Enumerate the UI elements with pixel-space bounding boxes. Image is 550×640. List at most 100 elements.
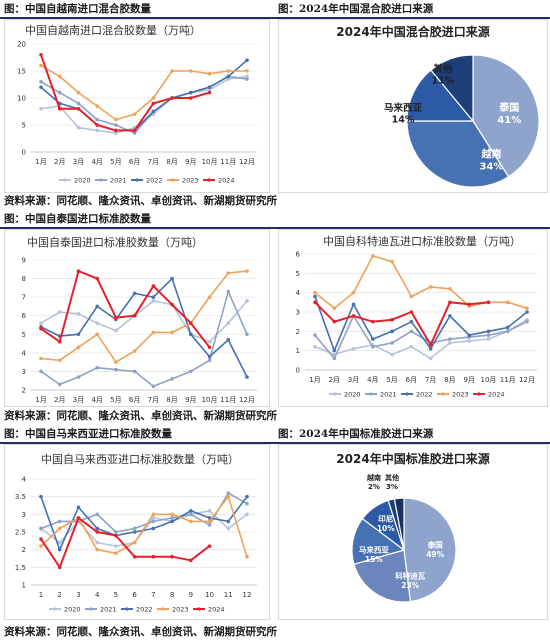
- chart-title: 中国自科特迪瓦进口标准胶数量（万吨）: [323, 234, 521, 248]
- pie-label-0: 泰国: [498, 101, 519, 114]
- header-left-3: 图：中国自马来西亚进口标准胶数量: [4, 428, 172, 440]
- data-point-2022: [409, 319, 414, 324]
- y-tick-label: 3: [22, 368, 26, 376]
- data-point-2024: [189, 96, 193, 100]
- data-point-2021: [132, 369, 137, 374]
- data-point-2020: [95, 540, 99, 545]
- data-point-2023: [170, 69, 174, 73]
- data-point-2024: [57, 107, 62, 111]
- data-point-2024: [409, 310, 414, 314]
- data-point-2023: [226, 271, 231, 275]
- x-tick-label: 3月: [73, 396, 84, 404]
- data-point-2021: [39, 80, 43, 84]
- legend-marker-2024: [477, 392, 481, 396]
- x-tick-label: 10月: [202, 396, 218, 404]
- data-point-2022: [189, 332, 193, 337]
- data-point-2024: [170, 96, 174, 100]
- data-point-2020: [114, 131, 118, 135]
- data-point-2022: [132, 291, 137, 296]
- data-point-2021: [57, 519, 62, 524]
- series-line-2024: [40, 54, 210, 132]
- data-point-2021: [151, 519, 156, 524]
- data-point-2023: [114, 551, 118, 555]
- data-point-2021: [39, 526, 43, 531]
- data-point-2022: [39, 494, 43, 499]
- data-point-2021: [409, 329, 414, 334]
- x-tick-label: 2月: [54, 396, 65, 404]
- y-tick-label: 1: [22, 582, 26, 590]
- legend-marker-2022: [135, 178, 139, 182]
- data-point-2023: [95, 547, 99, 552]
- data-point-2023: [170, 330, 174, 335]
- data-point-2021: [76, 101, 81, 106]
- data-point-2022: [189, 509, 193, 513]
- data-point-2023: [390, 259, 394, 264]
- chart-title: 中国自马来西亚进口标准胶数量（万吨）: [41, 452, 239, 466]
- legend-label-2022: 2022: [416, 391, 433, 399]
- legend-marker-2022: [125, 607, 129, 611]
- chart-panel-thailand-std: 中国自泰国进口标准胶数量（万吨） 2 3 4 5 6 7 8 9 1月 2月 3月 4月 5月 6月 7月 8月…: [4, 229, 270, 407]
- x-tick-label: 8月: [166, 396, 177, 404]
- pie-value-3: 11%: [432, 76, 455, 87]
- source-note-3: 资料来源：同花顺、隆众资讯、卓创资讯、新湖期货研究所: [4, 626, 277, 638]
- data-point-2020: [448, 341, 452, 345]
- source-note-1: 资料来源：同花顺、隆众资讯、卓创资讯、新湖期货研究所: [4, 195, 277, 207]
- data-point-2022: [207, 354, 212, 359]
- data-point-2021: [114, 123, 118, 127]
- y-tick-label: 0: [22, 149, 26, 157]
- data-point-2021: [207, 358, 212, 363]
- x-tick-label: 6: [132, 591, 137, 599]
- y-tick-label: 3: [22, 511, 26, 519]
- data-point-2020: [486, 337, 491, 341]
- x-tick-label: 4月: [91, 396, 102, 404]
- x-tick-label: 4月: [367, 376, 378, 384]
- data-point-2021: [57, 382, 62, 387]
- legend-label-2023: 2023: [182, 177, 199, 185]
- x-tick-label: 5月: [386, 376, 397, 384]
- data-point-2023: [207, 71, 212, 76]
- x-tick-label: 7月: [425, 376, 436, 384]
- data-point-2021: [448, 337, 452, 341]
- data-point-2024: [486, 300, 491, 305]
- data-point-2023: [245, 69, 249, 73]
- x-tick-label: 1月: [35, 396, 46, 404]
- series-line-2021: [40, 75, 248, 134]
- series-line-2022: [40, 496, 248, 551]
- legend-label-2022: 2022: [146, 177, 163, 185]
- pie-value-4: 2%: [368, 483, 380, 491]
- data-point-2021: [170, 377, 174, 381]
- legend-label-2020: 2020: [74, 177, 91, 185]
- data-point-2021: [390, 341, 394, 345]
- data-point-2024: [39, 53, 43, 57]
- pie-label-2: 马来西亚: [384, 102, 423, 114]
- data-point-2024: [76, 107, 81, 111]
- legend-label-2024: 2024: [488, 391, 505, 399]
- legend-marker-2022: [405, 392, 409, 396]
- data-point-2021: [505, 329, 510, 334]
- data-point-2022: [170, 519, 174, 524]
- x-tick-label: 10: [205, 591, 214, 599]
- y-tick-label: 5: [22, 331, 26, 339]
- data-point-2024: [351, 314, 356, 318]
- chart-malaysia-std: 中国自马来西亚进口标准胶数量（万吨）11.522.533.541 2 3 4 5 6 7 8 9…: [15, 452, 257, 614]
- data-point-2020: [313, 345, 317, 349]
- x-tick-label: 11月: [500, 376, 516, 384]
- legend-label-2023: 2023: [452, 391, 469, 399]
- data-point-2023: [95, 104, 99, 108]
- data-point-2024: [207, 90, 212, 95]
- data-point-2023: [226, 69, 231, 73]
- y-tick-label: 1: [296, 347, 300, 355]
- pie-value-0: 49%: [426, 550, 444, 559]
- data-point-2022: [245, 375, 249, 379]
- pie-value-1: 23%: [401, 581, 419, 590]
- data-point-2023: [245, 554, 249, 559]
- data-point-2022: [76, 332, 81, 337]
- data-point-2021: [39, 369, 43, 374]
- pie-label-4: 越南: [366, 473, 381, 482]
- legend-marker-2020: [333, 392, 337, 396]
- series-line-2020: [40, 75, 248, 134]
- x-tick-label: 9月: [185, 158, 196, 166]
- legend-label-2020: 2020: [64, 606, 81, 614]
- data-point-2021: [332, 356, 337, 361]
- legend-marker-2021: [369, 392, 373, 396]
